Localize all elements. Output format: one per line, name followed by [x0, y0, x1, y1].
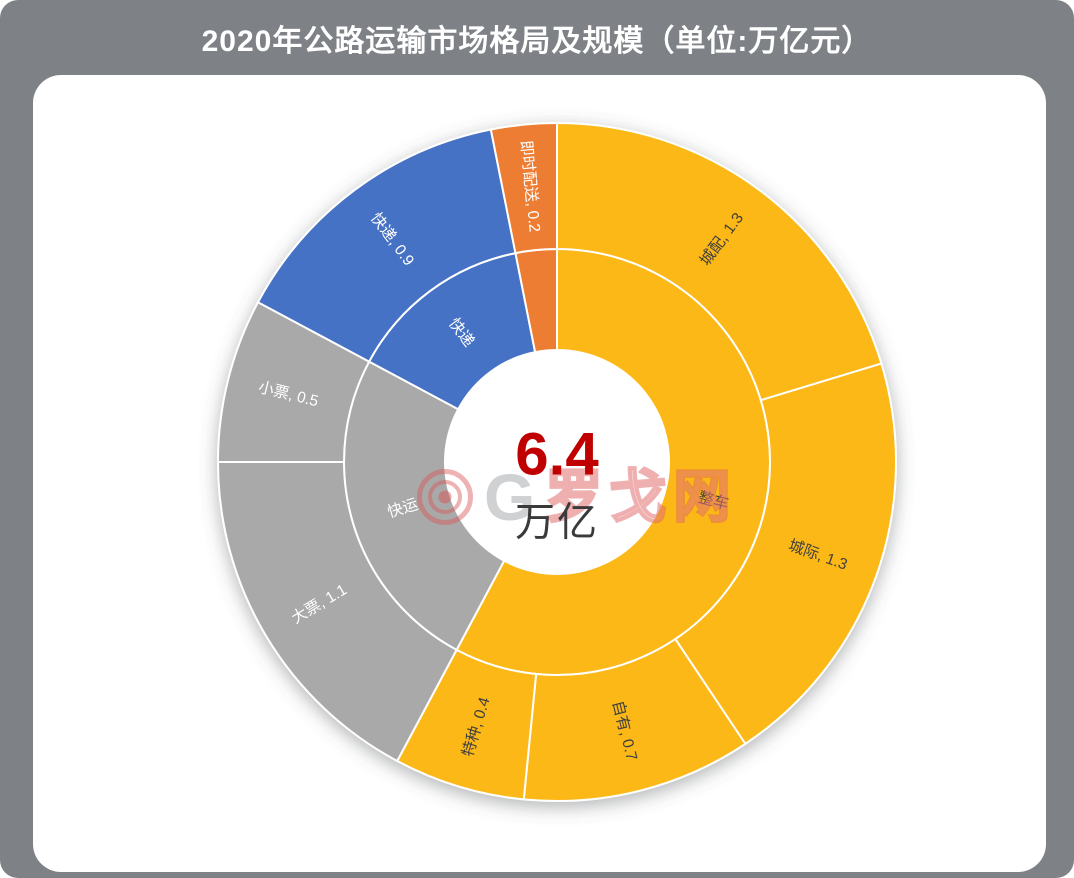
outer-ring-segment — [217, 461, 458, 762]
outer-ring-segment — [674, 362, 897, 745]
outer-ring-segment — [556, 122, 883, 402]
chart-card: 整车 快运 快递 城配, 1.3 城际, 1.3 自有, 0.7 特种, 0.4 大票, 1.… — [33, 75, 1046, 872]
pie-group — [217, 122, 897, 802]
outer-ring-segment — [489, 122, 558, 255]
page-title: 2020年公路运输市场格局及规模（单位:万亿元） — [201, 24, 873, 58]
donut-hole — [445, 350, 669, 574]
